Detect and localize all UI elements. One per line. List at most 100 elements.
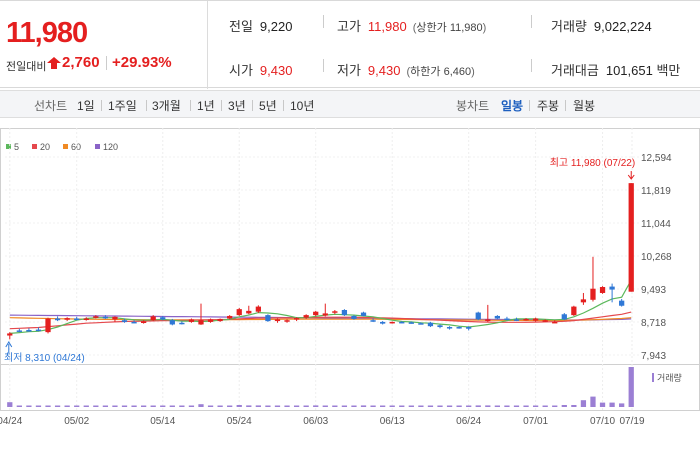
prev-close: 전일 9,220 [229, 16, 292, 35]
candle-body [207, 319, 214, 322]
candle-body [112, 316, 118, 320]
divider [106, 56, 107, 70]
line-period-1y[interactable]: 1년 [197, 99, 215, 113]
candle-body [45, 318, 51, 333]
volume-bar [523, 405, 529, 407]
candle-body [246, 310, 252, 314]
amount-label: 거래대금 [551, 63, 599, 78]
candle-body [504, 318, 510, 321]
x-tick-label: 04/24 [0, 416, 23, 427]
high-label: 고가 [337, 19, 361, 34]
candle-body [418, 323, 424, 325]
candle-body [74, 318, 80, 321]
candle-period-daily[interactable]: 일봉 [501, 99, 524, 113]
candle-body [93, 316, 99, 318]
trading-amount: 거래대금 101,651 백만 [551, 60, 680, 79]
ma120-swatch-icon [95, 144, 100, 149]
volume-bar [513, 405, 520, 407]
volume-bar [599, 402, 606, 407]
y-tick-label: 11,819 [641, 186, 671, 197]
volume-bar [418, 405, 424, 407]
day-high: 고가 11,980 (상한가 11,980) [337, 19, 487, 34]
volume: 거래량 9,022,224 [551, 16, 652, 35]
volume-bar [45, 405, 51, 407]
y-tick-label: 9,493 [641, 285, 666, 296]
volume-bar [284, 405, 290, 407]
volume-bar [35, 405, 42, 407]
volume-bar [628, 367, 634, 407]
candle-body [561, 314, 567, 320]
candle-body [7, 333, 13, 336]
volume-bar [485, 405, 491, 407]
line-period-10y[interactable]: 10년 [290, 99, 315, 113]
line-period-1w[interactable]: 1주일 [108, 99, 137, 113]
volume-bar [140, 405, 147, 407]
candle-body [399, 321, 405, 324]
candle-period-monthly[interactable]: 월봉 [573, 99, 596, 113]
line-period-1d[interactable]: 1일 [77, 99, 95, 113]
volume-bar [475, 405, 481, 407]
volume-label: 거래량 [551, 19, 587, 34]
candle-body [552, 321, 558, 324]
volume-bar [590, 396, 596, 407]
volume-bar [265, 405, 271, 407]
amount-unit: 백만 [656, 63, 681, 78]
line-period-3m[interactable]: 3개월 [152, 99, 181, 113]
line-period-5y[interactable]: 5년 [259, 99, 277, 113]
min-annotation: 최저 8,310 (04/24) [4, 352, 85, 364]
upper-limit-value: 11,980 [449, 22, 483, 34]
x-tick-label: 05/02 [64, 416, 89, 427]
candle-body [341, 310, 348, 316]
up-arrow-icon [47, 57, 61, 69]
upper-limit-label: 상한가 [416, 22, 447, 34]
candle-period-weekly[interactable]: 주봉 [537, 99, 560, 113]
volume-bar [580, 400, 587, 407]
volume-bar [150, 405, 156, 407]
volume-bar [169, 405, 175, 407]
volume-bar [102, 405, 109, 407]
y-tick-label: 12,594 [641, 153, 672, 164]
line-period-3y[interactable]: 3년 [228, 99, 246, 113]
volume-bar [74, 405, 80, 407]
candle-body [590, 288, 596, 300]
candle-body [446, 327, 453, 329]
candle-body [217, 318, 223, 322]
lower-limit-value: 6,460 [443, 66, 472, 78]
candle-body [140, 321, 147, 323]
change-rate: +29.93% [112, 54, 172, 71]
candle-body [360, 312, 367, 316]
candle-body [236, 309, 242, 316]
candle-body [571, 306, 577, 316]
volume-bar [274, 405, 281, 407]
volume-bar [389, 405, 395, 407]
volume-bar [466, 405, 472, 407]
candle-body [150, 316, 156, 321]
volume-bar [303, 405, 309, 407]
price-summary: 11,980 전일대비 2,760 +29.93% [0, 1, 208, 89]
candle-body [628, 183, 634, 292]
candle-body [485, 319, 491, 322]
volume-bar [427, 405, 434, 407]
volume-bar [609, 402, 615, 407]
volume-bar [380, 405, 386, 407]
volume-bar [504, 405, 510, 407]
volume-bar [93, 405, 99, 407]
change-value: 2,760 [62, 54, 100, 71]
divider [531, 59, 532, 72]
volume-value: 9,022,224 [593, 19, 652, 34]
volume-bar [408, 405, 414, 407]
prev-close-label: 전일 [229, 19, 253, 34]
y-tick-label: 7,943 [641, 351, 666, 362]
ma-legend-5: 5 [6, 142, 19, 152]
candle-body [121, 320, 128, 322]
candle-body [351, 315, 357, 319]
ma20-line [9, 311, 632, 330]
candle-body [35, 329, 42, 332]
candle-body [54, 318, 61, 321]
candle-body [619, 300, 625, 306]
low-value: 9,430 [367, 63, 401, 78]
volume-bar [370, 405, 376, 407]
volume-bar [360, 405, 367, 407]
min-arrow-icon [5, 341, 13, 353]
volume-bar [131, 405, 137, 407]
